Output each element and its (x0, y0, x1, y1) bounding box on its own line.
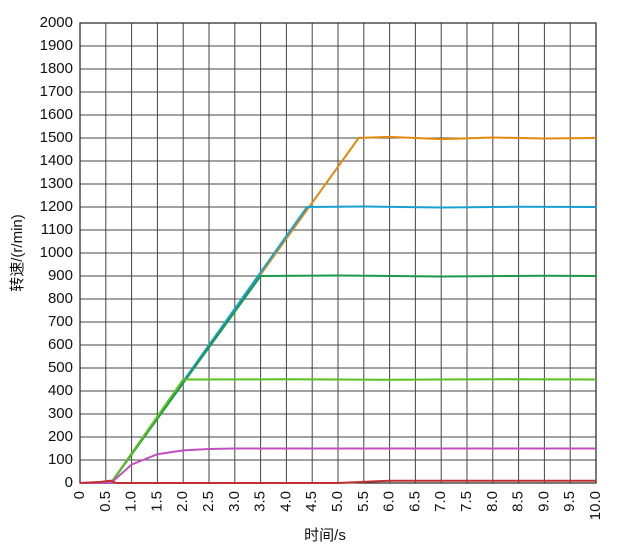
x-tick-label: 3.0 (226, 491, 243, 512)
y-tick-label: 0 (65, 474, 73, 491)
x-tick-label: 9.0 (535, 491, 552, 512)
y-tick-label: 700 (48, 313, 73, 330)
x-tick-label: 8.5 (510, 491, 527, 512)
x-tick-label: 3.5 (252, 491, 269, 512)
y-tick-label: 2000 (40, 14, 73, 31)
y-tick-label: 1400 (40, 152, 73, 169)
x-tick-label: 6.5 (406, 491, 423, 512)
x-tick-label: 6.0 (381, 491, 398, 512)
y-tick-label: 1500 (40, 129, 73, 146)
x-tick-label: 2.5 (200, 491, 217, 512)
x-tick-label: 7.0 (432, 491, 449, 512)
x-tick-label: 10.0 (587, 491, 604, 520)
y-tick-label: 600 (48, 336, 73, 353)
y-tick-label: 500 (48, 359, 73, 376)
y-tick-label: 1100 (41, 221, 73, 238)
y-tick-label: 1200 (40, 198, 73, 215)
x-tick-label: 5.0 (329, 491, 346, 512)
y-tick-label: 1300 (40, 175, 73, 192)
y-tick-label: 1000 (40, 244, 73, 261)
x-tick-label: 1.0 (123, 491, 140, 512)
series-line (79, 479, 596, 484)
x-tick-label: 4.5 (303, 491, 320, 512)
x-tick-label: 8.0 (484, 491, 501, 512)
x-tick-label: 0 (71, 491, 88, 499)
y-tick-label: 1600 (40, 106, 73, 123)
x-tick-label: 5.5 (355, 491, 372, 512)
x-tick-label: 0.5 (97, 491, 114, 512)
y-axis-label: 转速/(r/min) (9, 214, 26, 292)
y-tick-label: 1900 (40, 37, 73, 54)
x-tick-label: 2.0 (174, 491, 191, 512)
x-axis-label: 时间/s (304, 527, 346, 544)
y-tick-label: 900 (48, 267, 73, 284)
x-tick-label: 9.5 (561, 491, 578, 512)
y-tick-label: 1800 (40, 60, 73, 77)
y-tick-label: 400 (48, 382, 73, 399)
y-tick-label: 1700 (40, 83, 73, 100)
x-tick-label: 7.5 (458, 491, 475, 512)
series-line (80, 447, 596, 484)
y-tick-label: 100 (48, 451, 73, 468)
y-tick-label: 800 (48, 290, 73, 307)
y-tick-label: 200 (48, 428, 73, 445)
x-tick-label: 4.0 (277, 491, 294, 512)
x-tick-label: 1.5 (148, 491, 165, 512)
y-tick-label: 300 (48, 405, 73, 422)
